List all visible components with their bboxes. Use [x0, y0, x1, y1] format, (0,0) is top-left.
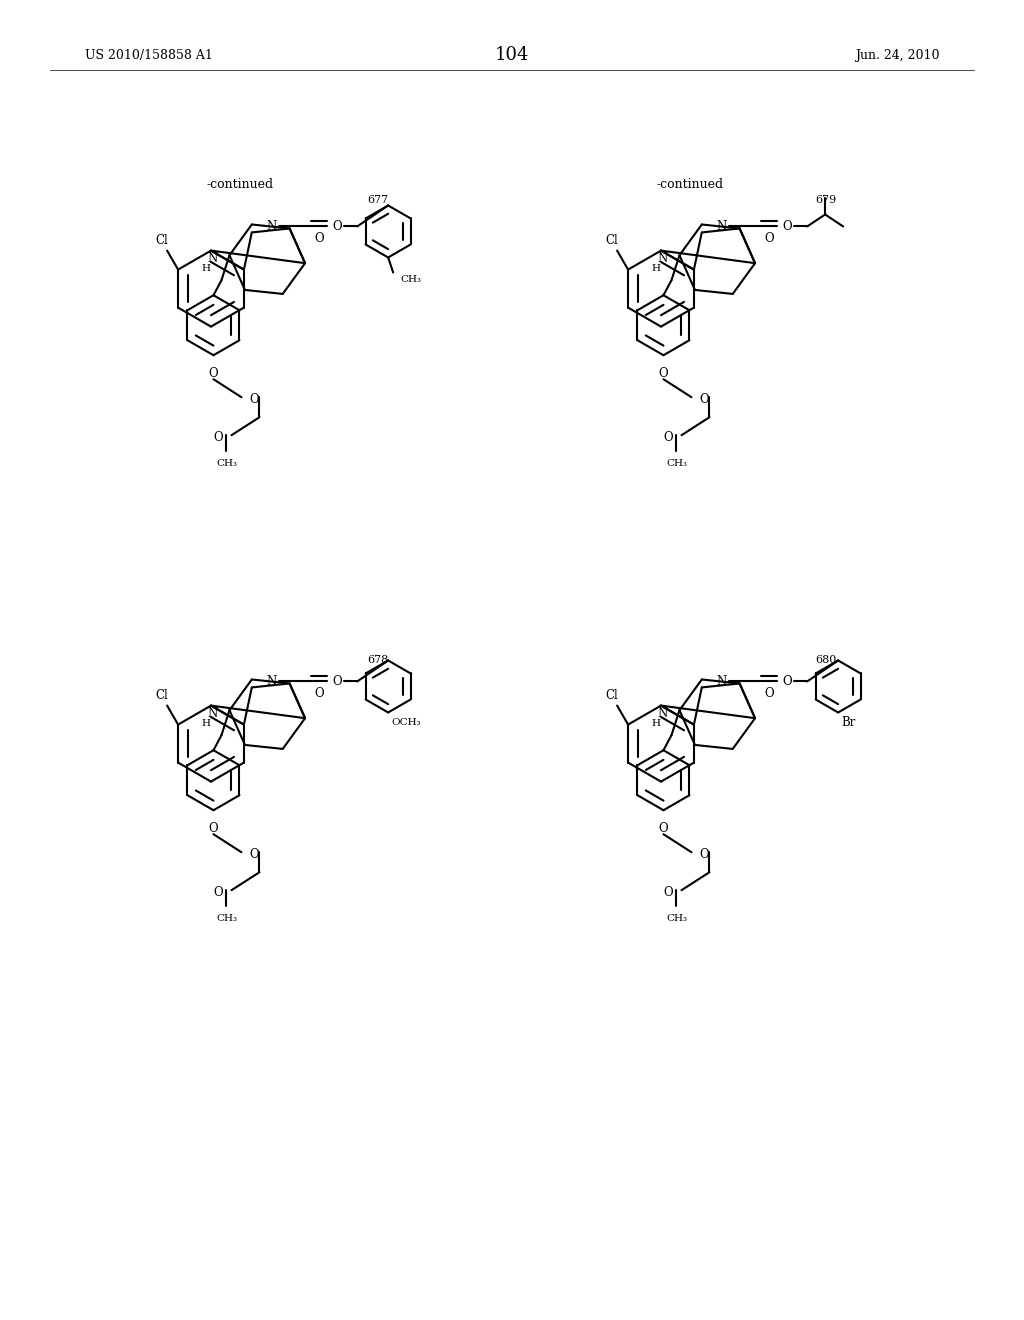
Text: 104: 104 [495, 46, 529, 63]
Text: O: O [782, 675, 792, 688]
Text: N: N [266, 220, 276, 232]
Text: -continued: -continued [656, 178, 724, 191]
Text: O: O [333, 675, 342, 688]
Text: O: O [658, 822, 669, 836]
Text: Cl: Cl [606, 689, 618, 701]
Text: N: N [657, 252, 668, 264]
Text: O: O [333, 220, 342, 232]
Text: H: H [202, 718, 211, 727]
Text: O: O [664, 886, 674, 899]
Text: Jun. 24, 2010: Jun. 24, 2010 [855, 49, 940, 62]
Text: N: N [208, 252, 218, 264]
Text: 680: 680 [815, 655, 837, 665]
Text: O: O [250, 847, 259, 861]
Text: O: O [782, 220, 792, 232]
Text: O: O [764, 232, 774, 246]
Text: Cl: Cl [156, 689, 169, 701]
Text: O: O [250, 393, 259, 405]
Text: OCH₃: OCH₃ [391, 718, 421, 727]
Text: 679: 679 [815, 195, 837, 205]
Text: O: O [209, 822, 218, 836]
Text: 678: 678 [367, 655, 388, 665]
Text: O: O [214, 430, 223, 444]
Text: H: H [202, 264, 211, 273]
Text: O: O [664, 430, 674, 444]
Text: N: N [657, 706, 668, 719]
Text: O: O [699, 847, 709, 861]
Text: N: N [208, 706, 218, 719]
Text: Br: Br [841, 715, 855, 729]
Text: CH₃: CH₃ [666, 459, 687, 469]
Text: O: O [209, 367, 218, 380]
Text: N: N [266, 675, 276, 688]
Text: -continued: -continued [207, 178, 273, 191]
Text: US 2010/158858 A1: US 2010/158858 A1 [85, 49, 213, 62]
Text: H: H [651, 264, 660, 273]
Text: O: O [314, 232, 324, 246]
Text: H: H [651, 718, 660, 727]
Text: Cl: Cl [606, 234, 618, 247]
Text: O: O [314, 686, 324, 700]
Text: Cl: Cl [156, 234, 169, 247]
Text: O: O [214, 886, 223, 899]
Text: N: N [717, 675, 727, 688]
Text: CH₃: CH₃ [216, 915, 237, 923]
Text: O: O [764, 686, 774, 700]
Text: CH₃: CH₃ [400, 275, 421, 284]
Text: CH₃: CH₃ [216, 459, 237, 469]
Text: 677: 677 [367, 195, 388, 205]
Text: O: O [699, 393, 709, 405]
Text: O: O [658, 367, 669, 380]
Text: N: N [717, 220, 727, 232]
Text: CH₃: CH₃ [666, 915, 687, 923]
